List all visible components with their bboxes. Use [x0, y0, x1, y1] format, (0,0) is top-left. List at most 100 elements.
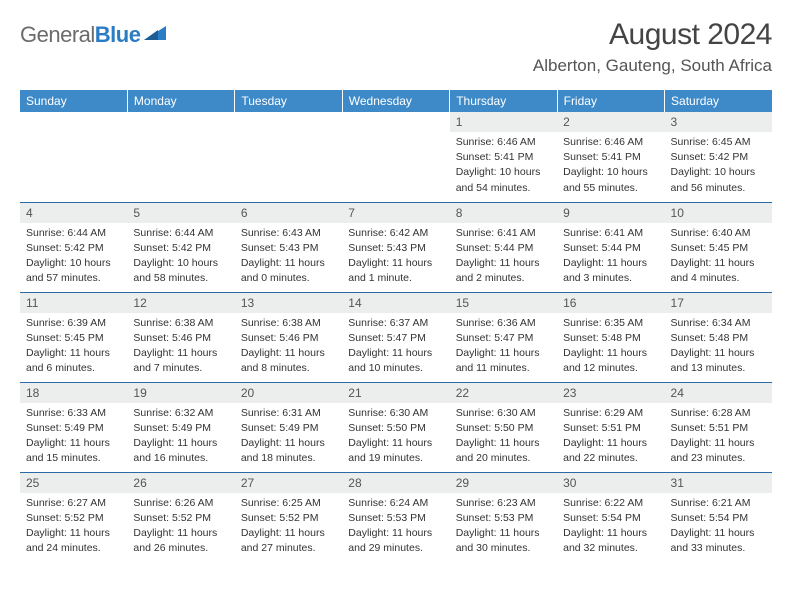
daylight-line2: and 4 minutes. — [671, 271, 766, 285]
day-details: Sunrise: 6:35 AMSunset: 5:48 PMDaylight:… — [557, 313, 664, 381]
calendar-day-cell — [342, 112, 449, 202]
calendar-day-cell: 6Sunrise: 6:43 AMSunset: 5:43 PMDaylight… — [235, 202, 342, 292]
sunset-line: Sunset: 5:42 PM — [133, 241, 228, 255]
daylight-line2: and 57 minutes. — [26, 271, 121, 285]
calendar-day-cell: 2Sunrise: 6:46 AMSunset: 5:41 PMDaylight… — [557, 112, 664, 202]
daylight-line1: Daylight: 11 hours — [26, 436, 121, 450]
sunset-line: Sunset: 5:51 PM — [671, 421, 766, 435]
calendar-week-row: 25Sunrise: 6:27 AMSunset: 5:52 PMDayligh… — [20, 472, 772, 562]
calendar-day-cell: 27Sunrise: 6:25 AMSunset: 5:52 PMDayligh… — [235, 472, 342, 562]
daylight-line1: Daylight: 10 hours — [671, 165, 766, 179]
sunset-line: Sunset: 5:49 PM — [241, 421, 336, 435]
sunrise-line: Sunrise: 6:44 AM — [133, 226, 228, 240]
day-number: 8 — [450, 203, 557, 223]
daylight-line2: and 24 minutes. — [26, 541, 121, 555]
day-details: Sunrise: 6:37 AMSunset: 5:47 PMDaylight:… — [342, 313, 449, 381]
daylight-line1: Daylight: 11 hours — [133, 346, 228, 360]
day-details: Sunrise: 6:24 AMSunset: 5:53 PMDaylight:… — [342, 493, 449, 561]
daylight-line1: Daylight: 11 hours — [348, 526, 443, 540]
sunrise-line: Sunrise: 6:21 AM — [671, 496, 766, 510]
day-details: Sunrise: 6:33 AMSunset: 5:49 PMDaylight:… — [20, 403, 127, 471]
calendar-day-cell: 9Sunrise: 6:41 AMSunset: 5:44 PMDaylight… — [557, 202, 664, 292]
calendar-day-cell: 31Sunrise: 6:21 AMSunset: 5:54 PMDayligh… — [665, 472, 772, 562]
day-details: Sunrise: 6:46 AMSunset: 5:41 PMDaylight:… — [450, 132, 557, 200]
sunset-line: Sunset: 5:48 PM — [563, 331, 658, 345]
daylight-line1: Daylight: 11 hours — [241, 346, 336, 360]
sunset-line: Sunset: 5:50 PM — [456, 421, 551, 435]
calendar-day-cell: 15Sunrise: 6:36 AMSunset: 5:47 PMDayligh… — [450, 292, 557, 382]
sunset-line: Sunset: 5:46 PM — [133, 331, 228, 345]
day-details: Sunrise: 6:44 AMSunset: 5:42 PMDaylight:… — [20, 223, 127, 291]
day-number: 31 — [665, 473, 772, 493]
day-number: 7 — [342, 203, 449, 223]
sunrise-line: Sunrise: 6:37 AM — [348, 316, 443, 330]
calendar-day-cell: 13Sunrise: 6:38 AMSunset: 5:46 PMDayligh… — [235, 292, 342, 382]
sunset-line: Sunset: 5:45 PM — [26, 331, 121, 345]
daylight-line2: and 54 minutes. — [456, 181, 551, 195]
calendar-week-row: 11Sunrise: 6:39 AMSunset: 5:45 PMDayligh… — [20, 292, 772, 382]
logo: GeneralBlue — [20, 22, 166, 48]
calendar-day-cell: 11Sunrise: 6:39 AMSunset: 5:45 PMDayligh… — [20, 292, 127, 382]
day-number: 1 — [450, 112, 557, 132]
day-details: Sunrise: 6:26 AMSunset: 5:52 PMDaylight:… — [127, 493, 234, 561]
daylight-line2: and 3 minutes. — [563, 271, 658, 285]
sunset-line: Sunset: 5:46 PM — [241, 331, 336, 345]
daylight-line2: and 33 minutes. — [671, 541, 766, 555]
sunrise-line: Sunrise: 6:22 AM — [563, 496, 658, 510]
daylight-line1: Daylight: 11 hours — [563, 256, 658, 270]
day-details: Sunrise: 6:30 AMSunset: 5:50 PMDaylight:… — [450, 403, 557, 471]
day-number: 15 — [450, 293, 557, 313]
calendar-day-cell: 22Sunrise: 6:30 AMSunset: 5:50 PMDayligh… — [450, 382, 557, 472]
day-number: 18 — [20, 383, 127, 403]
calendar-day-cell — [20, 112, 127, 202]
weekday-header: Friday — [557, 90, 664, 112]
calendar-day-cell: 10Sunrise: 6:40 AMSunset: 5:45 PMDayligh… — [665, 202, 772, 292]
sunset-line: Sunset: 5:44 PM — [563, 241, 658, 255]
calendar-week-row: 1Sunrise: 6:46 AMSunset: 5:41 PMDaylight… — [20, 112, 772, 202]
weekday-header: Thursday — [450, 90, 557, 112]
daylight-line2: and 0 minutes. — [241, 271, 336, 285]
day-number: 2 — [557, 112, 664, 132]
sunrise-line: Sunrise: 6:45 AM — [671, 135, 766, 149]
sunrise-line: Sunrise: 6:40 AM — [671, 226, 766, 240]
calendar-week-row: 4Sunrise: 6:44 AMSunset: 5:42 PMDaylight… — [20, 202, 772, 292]
day-details: Sunrise: 6:22 AMSunset: 5:54 PMDaylight:… — [557, 493, 664, 561]
daylight-line1: Daylight: 11 hours — [348, 436, 443, 450]
sunrise-line: Sunrise: 6:25 AM — [241, 496, 336, 510]
calendar-day-cell: 12Sunrise: 6:38 AMSunset: 5:46 PMDayligh… — [127, 292, 234, 382]
daylight-line1: Daylight: 11 hours — [241, 256, 336, 270]
sunset-line: Sunset: 5:52 PM — [133, 511, 228, 525]
sunrise-line: Sunrise: 6:28 AM — [671, 406, 766, 420]
daylight-line1: Daylight: 11 hours — [563, 526, 658, 540]
daylight-line2: and 32 minutes. — [563, 541, 658, 555]
daylight-line2: and 23 minutes. — [671, 451, 766, 465]
calendar-day-cell: 14Sunrise: 6:37 AMSunset: 5:47 PMDayligh… — [342, 292, 449, 382]
calendar-day-cell: 3Sunrise: 6:45 AMSunset: 5:42 PMDaylight… — [665, 112, 772, 202]
day-number: 13 — [235, 293, 342, 313]
sunrise-line: Sunrise: 6:32 AM — [133, 406, 228, 420]
day-number: 16 — [557, 293, 664, 313]
day-number: 4 — [20, 203, 127, 223]
calendar-day-cell: 25Sunrise: 6:27 AMSunset: 5:52 PMDayligh… — [20, 472, 127, 562]
calendar-day-cell: 1Sunrise: 6:46 AMSunset: 5:41 PMDaylight… — [450, 112, 557, 202]
sunset-line: Sunset: 5:45 PM — [671, 241, 766, 255]
day-details: Sunrise: 6:29 AMSunset: 5:51 PMDaylight:… — [557, 403, 664, 471]
sunset-line: Sunset: 5:42 PM — [671, 150, 766, 164]
calendar-table: SundayMondayTuesdayWednesdayThursdayFrid… — [20, 90, 772, 562]
sunrise-line: Sunrise: 6:23 AM — [456, 496, 551, 510]
daylight-line1: Daylight: 11 hours — [348, 256, 443, 270]
sunset-line: Sunset: 5:54 PM — [671, 511, 766, 525]
daylight-line2: and 15 minutes. — [26, 451, 121, 465]
day-details: Sunrise: 6:40 AMSunset: 5:45 PMDaylight:… — [665, 223, 772, 291]
daylight-line2: and 22 minutes. — [563, 451, 658, 465]
weekday-header: Monday — [127, 90, 234, 112]
day-details: Sunrise: 6:32 AMSunset: 5:49 PMDaylight:… — [127, 403, 234, 471]
sunrise-line: Sunrise: 6:26 AM — [133, 496, 228, 510]
day-details: Sunrise: 6:38 AMSunset: 5:46 PMDaylight:… — [235, 313, 342, 381]
daylight-line1: Daylight: 11 hours — [671, 256, 766, 270]
calendar-body: 1Sunrise: 6:46 AMSunset: 5:41 PMDaylight… — [20, 112, 772, 562]
sunrise-line: Sunrise: 6:30 AM — [348, 406, 443, 420]
day-details: Sunrise: 6:28 AMSunset: 5:51 PMDaylight:… — [665, 403, 772, 471]
day-details: Sunrise: 6:21 AMSunset: 5:54 PMDaylight:… — [665, 493, 772, 561]
sunrise-line: Sunrise: 6:38 AM — [133, 316, 228, 330]
